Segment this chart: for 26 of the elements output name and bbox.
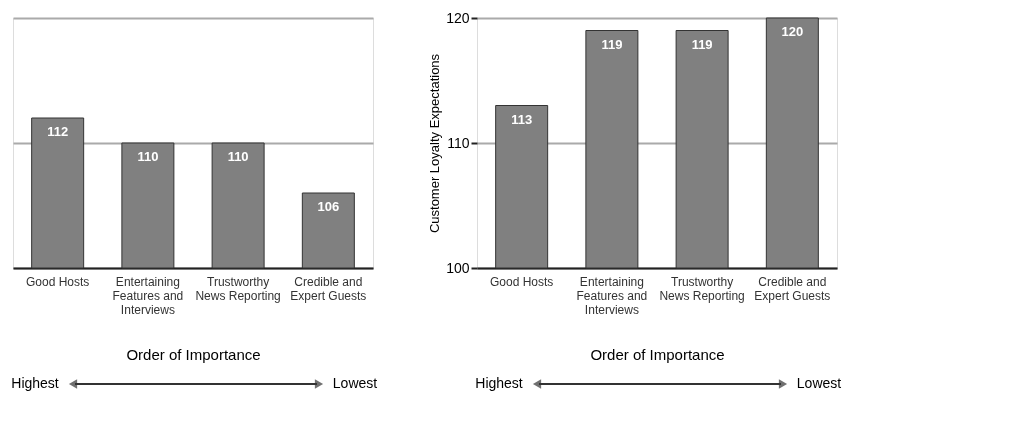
y-axis-title: Customer Loyalty Expectations	[427, 53, 443, 234]
text: Highest	[475, 375, 523, 391]
x-tick-label: Credible and Expert Guests	[754, 274, 831, 303]
data-label: 120	[781, 24, 804, 39]
x-tick-label: Trustworthy News Reporting	[195, 274, 281, 303]
x-tick-label: Entertaining Features and Interviews	[576, 274, 648, 317]
data-label: 119	[601, 36, 623, 52]
data-label: 113	[511, 111, 533, 127]
data-label: 110	[227, 149, 249, 164]
x-axis-title: Order of Importance	[590, 345, 725, 363]
x-tick-label: Credible and Expert Guests	[290, 274, 367, 303]
data-label: 112	[47, 124, 69, 139]
data-label: 110	[137, 149, 159, 164]
text: Lowest	[796, 375, 842, 391]
x-tick-label: Good Hosts	[25, 274, 90, 289]
x-axis-title: Order of Importance	[126, 345, 261, 363]
text: Lowest	[332, 375, 378, 391]
x-tick-label: Entertaining Features and Interviews	[112, 274, 184, 317]
x-tick-label: Good Hosts	[489, 274, 554, 289]
y-tick-label: 110	[447, 134, 470, 151]
data-label: 119	[691, 36, 713, 52]
y-tick-label: 100	[446, 259, 470, 276]
data-label: 106	[317, 199, 340, 214]
x-tick-label: Trustworthy News Reporting	[659, 274, 745, 303]
y-tick-label: 120	[446, 9, 470, 26]
text: Highest	[11, 375, 59, 391]
